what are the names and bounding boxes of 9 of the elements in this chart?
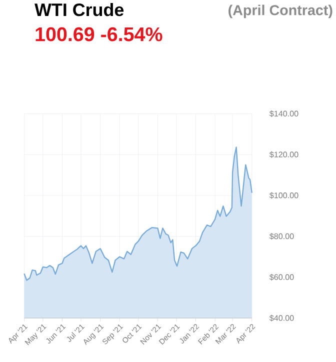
y-tick-label: $120.00 <box>270 151 298 158</box>
text: 100.69 -6.54% <box>36 27 162 42</box>
y-tick-label: $60.00 <box>270 274 294 280</box>
chart-title: WTI Crude <box>34 2 124 16</box>
y-tick-label: $80.00 <box>270 233 294 240</box>
y-tick-label: $40.00 <box>270 314 294 322</box>
chart-subtitle: (April Contract) <box>228 4 332 18</box>
y-tick-label: $100.00 <box>270 192 298 199</box>
y-tick-label: $140.00 <box>270 110 298 117</box>
